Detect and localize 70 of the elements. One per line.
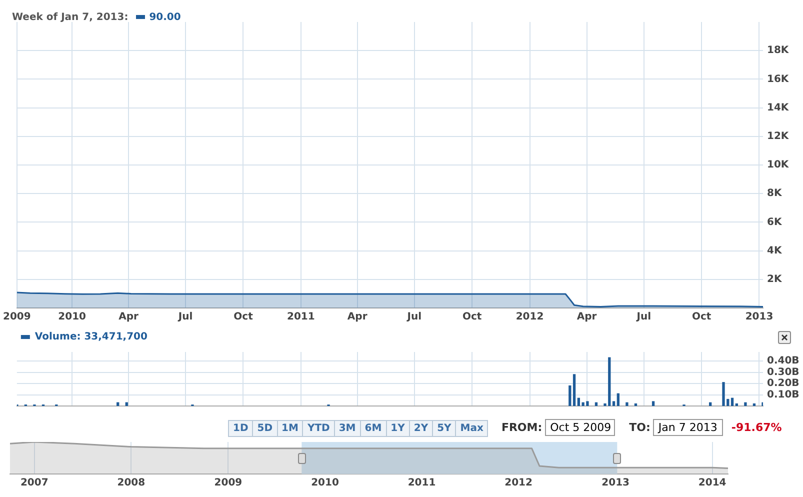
y-tick-label: 16K	[767, 74, 790, 85]
x-tick-label: 2012	[516, 312, 544, 323]
y-tick-label: 0.10B	[767, 389, 800, 400]
bar	[744, 402, 747, 406]
y-tick-label: 2K	[767, 274, 783, 285]
y-tick-label: 14K	[767, 102, 790, 114]
text: FROM:	[501, 421, 542, 434]
text: 1Y	[386, 420, 410, 437]
text: 6M	[360, 420, 387, 437]
text: 1M	[276, 420, 304, 437]
text: YTD	[302, 420, 335, 437]
x-tick-label: Jul	[177, 312, 193, 323]
x-tick-label: 2009	[2, 312, 31, 323]
text: 3M	[334, 420, 361, 437]
x-tick-label: 2014	[698, 478, 726, 489]
bar	[616, 393, 620, 406]
x-tick-label: Apr	[118, 312, 138, 323]
x-tick-label: Jul	[636, 312, 652, 323]
x-tick-label: Oct	[462, 312, 482, 323]
bar	[577, 398, 580, 406]
x-tick-label: 2008	[117, 478, 146, 489]
y-tick-label: 0.20B	[767, 378, 800, 390]
x-tick-label: 2010	[311, 478, 339, 489]
bar	[735, 403, 738, 406]
bar	[722, 382, 725, 406]
y-tick-label: 8K	[767, 188, 783, 200]
chart-title: Week of Jan 7, 2013:	[12, 12, 128, 23]
text: 1D	[228, 420, 254, 437]
y-tick-label: 10K	[767, 160, 790, 171]
bar	[709, 402, 712, 406]
bar	[572, 374, 576, 406]
bar	[125, 402, 128, 406]
legend-label: Volume: 33,471,700	[34, 332, 148, 343]
annotation: 90.00	[149, 12, 181, 23]
x-tick-label: Oct	[692, 312, 712, 323]
x-tick-label: 2011	[287, 312, 315, 323]
x-tick-label: Oct	[234, 312, 254, 323]
y-tick-label: 18K	[767, 45, 790, 56]
text: Jan 7 2013	[653, 419, 724, 436]
text: 5Y	[432, 420, 456, 437]
text: Max	[455, 420, 488, 437]
y-tick-label: 6K	[767, 216, 783, 228]
bar	[612, 401, 616, 406]
bar	[730, 398, 734, 406]
text: 2Y	[408, 420, 434, 437]
x-tick-label: Apr	[576, 312, 597, 323]
x-tick-label: 2013	[745, 312, 774, 323]
bar	[634, 403, 638, 406]
bar	[594, 402, 598, 406]
x-tick-label: 2011	[408, 478, 436, 489]
x-tick-label: 2007	[20, 478, 48, 489]
x-tick-label: 2010	[58, 312, 86, 323]
bar	[752, 403, 756, 406]
x-tick-label: Apr	[347, 312, 368, 323]
text: Oct 5 2009	[545, 419, 616, 436]
bar	[652, 401, 655, 406]
x-tick-label: 2009	[214, 478, 242, 489]
bar	[568, 385, 572, 406]
y-tick-label: 0.30B	[767, 366, 800, 378]
text: 5D	[252, 420, 278, 437]
x-tick-label: 2013	[602, 478, 630, 489]
bar	[626, 402, 628, 406]
x-tick-label: Jul	[406, 312, 422, 323]
y-tick-label: 0.40B	[767, 356, 800, 367]
x-tick-label: 2012	[504, 478, 532, 489]
text: -91.67%	[731, 421, 782, 434]
text: TO:	[629, 421, 650, 434]
y-tick-label: 4K	[767, 245, 783, 256]
y-tick-label: 12K	[767, 130, 790, 142]
bar	[116, 402, 120, 406]
